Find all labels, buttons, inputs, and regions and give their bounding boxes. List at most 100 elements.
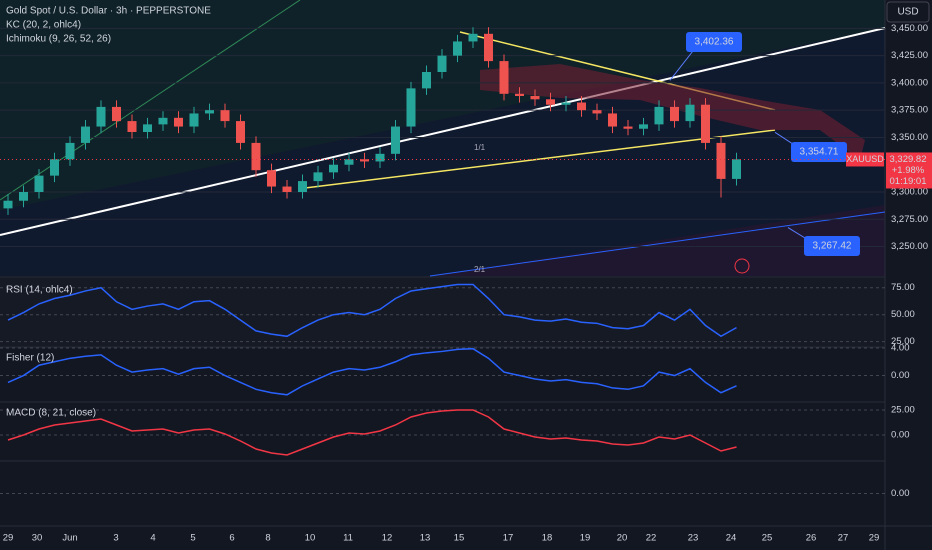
candle-body <box>267 170 276 187</box>
pane-title: RSI (14, ohlc4) <box>6 285 73 296</box>
indicator-line <box>7 283 737 338</box>
candle-body <box>360 159 369 162</box>
candle-body <box>530 96 540 100</box>
rsi-layer: 75.00 50.00 25.00 <box>0 282 915 347</box>
x-tick-label: 13 <box>420 533 431 544</box>
x-tick-label: 27 <box>838 533 849 544</box>
candle-body <box>81 126 90 143</box>
candle-body <box>236 121 245 143</box>
candle-body <box>220 110 230 122</box>
x-tick-label: 6 <box>229 533 234 544</box>
x-tick-label: 25 <box>762 533 773 544</box>
candle-body <box>205 110 214 114</box>
x-tick-label: 3 <box>113 533 118 544</box>
y-tick-label: 25.00 <box>891 405 915 416</box>
pane-title: MACD (8, 21, close) <box>6 408 96 419</box>
x-tick-label: 24 <box>726 533 737 544</box>
candle-body <box>19 192 28 201</box>
x-tick-label: 18 <box>542 533 553 544</box>
annotation-label: 3,267.42 <box>813 241 852 252</box>
candle-body <box>437 55 447 72</box>
y-tick-label: 75.00 <box>891 282 915 293</box>
x-tick-label: 11 <box>343 533 353 544</box>
candle-body <box>422 72 431 89</box>
y-tick-label: 4.00 <box>891 343 910 354</box>
trendline <box>0 27 886 236</box>
candle-body <box>639 124 648 129</box>
candle-body <box>685 104 695 122</box>
candle-body <box>344 159 354 165</box>
candle-body <box>654 106 664 125</box>
change-label: +1.98% <box>892 165 925 176</box>
candle-body <box>251 142 261 171</box>
candle-body <box>127 121 137 132</box>
candle-body <box>577 102 586 111</box>
candle-body <box>453 41 462 56</box>
channel-line <box>429 211 886 277</box>
rsi-pane <box>0 278 885 346</box>
y-tick-label: 3,375.00 <box>891 105 928 116</box>
y-tick-label: 0.00 <box>891 430 910 441</box>
candle-body <box>112 106 121 122</box>
empty-layer: 0.00 <box>0 488 910 499</box>
candle-body <box>3 200 13 209</box>
candle-body <box>608 113 617 127</box>
chart-title: Gold Spot / U.S. Dollar · 3h · PEPPERSTO… <box>6 6 211 17</box>
y-tick-label: 0.00 <box>891 488 910 499</box>
candle-body <box>561 102 571 105</box>
annotation-box <box>686 32 742 52</box>
macd-pane <box>0 403 885 460</box>
x-tick-label: 22 <box>646 533 657 544</box>
event-icon[interactable] <box>734 258 750 274</box>
price-layer: 1/1 2/1 3,450.00 3,425.00 3,400.00 3,375.00… <box>0 0 932 277</box>
candle-body <box>468 33 478 42</box>
ratio-label: 2/1 <box>474 265 486 274</box>
candle-body <box>50 159 59 176</box>
last-price-box <box>886 152 932 189</box>
candle-body <box>96 106 106 127</box>
fisher-pane <box>0 348 885 401</box>
currency-label[interactable]: USD <box>897 7 918 18</box>
annotation-label: 3,402.36 <box>695 37 734 48</box>
candle-body <box>732 159 741 179</box>
candle-body <box>701 104 710 143</box>
candle-body <box>546 99 555 105</box>
last-price-label: 3,329.82 <box>890 154 927 165</box>
candle-body <box>189 113 199 127</box>
candle-body <box>391 126 400 154</box>
ichimoku-cloud <box>480 64 865 160</box>
candle-body <box>592 110 602 114</box>
y-tick-label: 50.00 <box>891 309 915 320</box>
x-tick-label: 17 <box>503 533 514 544</box>
x-tick-label: Jun <box>62 533 77 544</box>
indicator-label: Ichimoku (9, 26, 52, 26) <box>6 34 111 45</box>
y-tick-label: 0.00 <box>891 370 910 381</box>
candle-body <box>623 126 633 129</box>
indicator-line <box>7 347 737 396</box>
indicator-label: KC (20, 2, ohlc4) <box>6 20 81 31</box>
countdown-label: 01:19:01 <box>890 176 927 187</box>
x-tick-label: 19 <box>580 533 591 544</box>
candle-body <box>298 181 307 192</box>
symbol-box <box>846 152 884 167</box>
candle-body <box>174 117 183 127</box>
candle-body <box>313 172 323 182</box>
candle-body <box>515 93 524 96</box>
candle-body <box>143 124 152 132</box>
x-axis: 29 30 Jun 3 4 5 6 8 10 11 12 13 15 17 18 19 20 22 23 24 25 26… <box>3 533 880 544</box>
x-tick-label: 26 <box>806 533 817 544</box>
candle-body <box>158 117 168 125</box>
x-tick-label: 29 <box>869 533 880 544</box>
currency-button[interactable] <box>886 1 930 23</box>
y-tick-label: 3,450.00 <box>891 23 928 34</box>
x-tick-label: 20 <box>617 533 628 544</box>
annotation-box <box>804 236 860 256</box>
candle-body <box>484 33 493 62</box>
pane-title: Fisher (12) <box>6 353 54 364</box>
candle-body <box>65 142 75 160</box>
candle-body <box>375 153 385 162</box>
fisher-layer: 4.00 0.00 <box>0 343 910 396</box>
x-tick-label: 23 <box>688 533 699 544</box>
candle-body <box>670 106 679 122</box>
